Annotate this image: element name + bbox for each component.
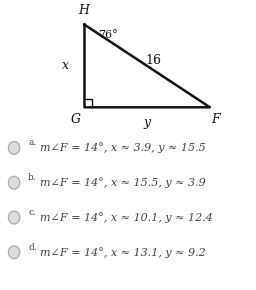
Text: F: F bbox=[211, 113, 219, 126]
Text: b.: b. bbox=[28, 173, 37, 182]
Text: x: x bbox=[62, 59, 69, 72]
Text: H: H bbox=[78, 4, 89, 17]
Text: d.: d. bbox=[28, 242, 37, 252]
Text: m∠F = 14°, x ≈ 10.1, y ≈ 12.4: m∠F = 14°, x ≈ 10.1, y ≈ 12.4 bbox=[40, 212, 212, 223]
Text: m∠F = 14°, x ≈ 15.5, y ≈ 3.9: m∠F = 14°, x ≈ 15.5, y ≈ 3.9 bbox=[40, 177, 205, 188]
Text: 76°: 76° bbox=[99, 30, 118, 40]
Circle shape bbox=[8, 246, 20, 259]
Text: y: y bbox=[144, 116, 151, 129]
Text: m∠F = 14°, x ≈ 13.1, y ≈ 9.2: m∠F = 14°, x ≈ 13.1, y ≈ 9.2 bbox=[40, 247, 205, 258]
Text: c.: c. bbox=[28, 208, 36, 217]
Circle shape bbox=[8, 142, 20, 154]
Text: a.: a. bbox=[28, 138, 36, 147]
Circle shape bbox=[8, 211, 20, 224]
Text: m∠F = 14°, x ≈ 3.9, y ≈ 15.5: m∠F = 14°, x ≈ 3.9, y ≈ 15.5 bbox=[40, 142, 205, 153]
Text: 16: 16 bbox=[146, 55, 162, 67]
Circle shape bbox=[8, 176, 20, 189]
Text: G: G bbox=[70, 113, 81, 126]
